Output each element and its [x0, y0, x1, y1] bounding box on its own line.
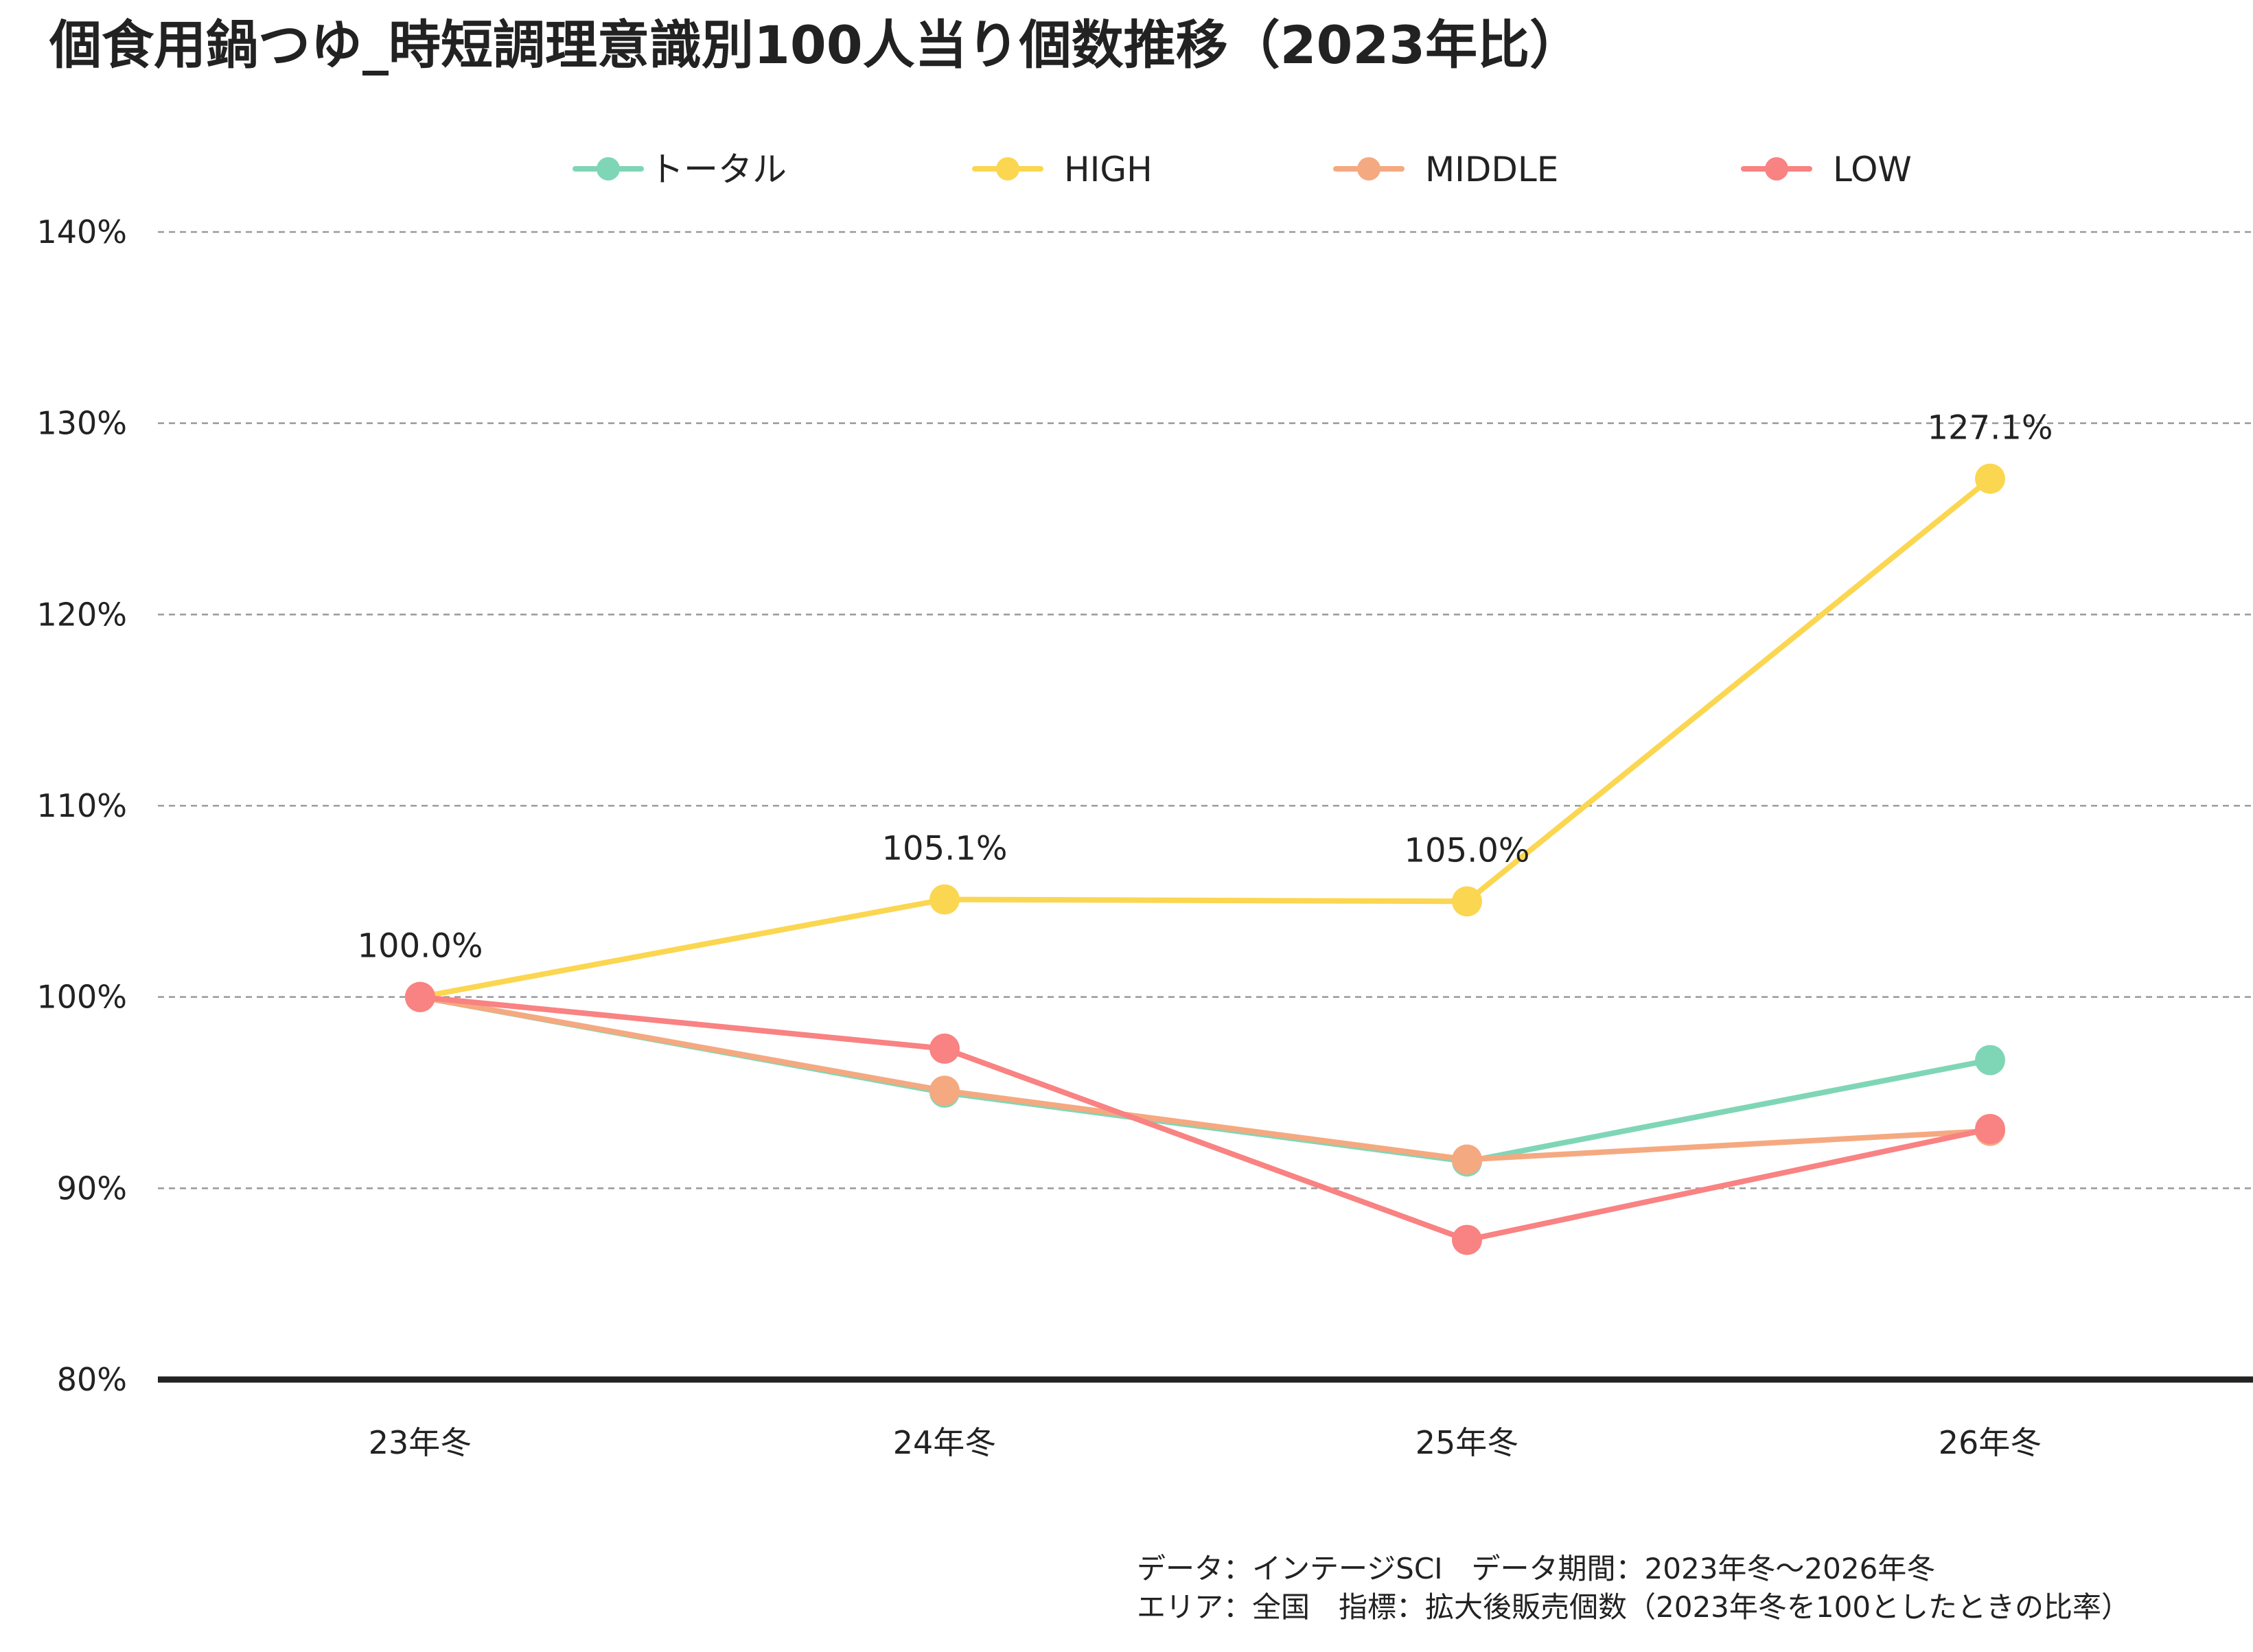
data-point — [929, 884, 960, 915]
data-label: 105.0% — [1404, 831, 1529, 870]
data-point — [1975, 463, 2005, 494]
legend-item: MIDDLE — [1333, 150, 1558, 189]
y-tick-label: 120% — [36, 596, 127, 633]
series-high — [405, 463, 2005, 1012]
data-point — [1975, 1113, 2005, 1144]
chart-title: 個食用鍋つゆ_時短調理意識別100人当り個数推移（2023年比） — [49, 14, 1582, 75]
legend-item: トータル — [573, 150, 787, 189]
series-line — [417, 994, 1993, 1243]
data-point — [1452, 886, 1482, 917]
legend-label: トータル — [649, 150, 787, 189]
x-axis: 23年冬 24年冬 25年冬 26年冬 — [369, 1424, 2042, 1461]
x-tick-label: 26年冬 — [1939, 1424, 2042, 1461]
y-tick-label: 130% — [36, 405, 127, 442]
data-point — [929, 1033, 960, 1064]
legend-label: MIDDLE — [1425, 150, 1558, 189]
legend-swatch-marker — [597, 157, 620, 181]
footnote-line: データ：インテージSCI データ期間：2023年冬～2026年冬 — [1137, 1552, 1935, 1585]
legend: トータル HIGH MIDDLE LOW — [573, 150, 1912, 189]
x-tick-label: 25年冬 — [1416, 1424, 1519, 1461]
y-tick-label: 100% — [36, 979, 127, 1016]
data-point — [405, 981, 435, 1012]
data-label: 127.1% — [1927, 408, 2053, 447]
y-tick-label: 140% — [36, 213, 127, 251]
legend-swatch-marker — [996, 157, 1019, 181]
series — [405, 463, 2005, 1255]
data-point — [1975, 1045, 2005, 1075]
series-トータル — [405, 981, 2005, 1177]
y-axis: 80% 90% 100% 110% 120% 130% 140% — [36, 213, 127, 1398]
legend-item: HIGH — [972, 150, 1153, 189]
y-tick-label: 90% — [57, 1170, 127, 1207]
series-low — [405, 981, 2005, 1255]
data-point — [1452, 1144, 1482, 1175]
series-line — [417, 994, 1993, 1163]
footnote-line: エリア：全国 指標：拡大後販売個数（2023年冬を100としたときの比率） — [1137, 1590, 2130, 1624]
data-point — [1452, 1224, 1482, 1255]
x-tick-label: 24年冬 — [893, 1424, 997, 1461]
y-tick-label: 110% — [36, 787, 127, 824]
legend-label: HIGH — [1064, 150, 1153, 189]
data-label: 100.0% — [357, 927, 483, 966]
legend-swatch-marker — [1765, 157, 1788, 181]
legend-swatch-marker — [1357, 157, 1380, 181]
legend-item: LOW — [1741, 150, 1912, 189]
data-labels: 100.0% 105.1% 105.0% 127.1% — [357, 408, 2053, 965]
x-tick-label: 23年冬 — [369, 1424, 472, 1461]
y-tick-label: 80% — [57, 1361, 127, 1398]
grid — [158, 231, 2253, 1383]
data-label: 105.1% — [881, 830, 1007, 868]
data-point — [929, 1075, 960, 1106]
legend-label: LOW — [1833, 150, 1912, 189]
series-line — [417, 476, 1993, 1000]
